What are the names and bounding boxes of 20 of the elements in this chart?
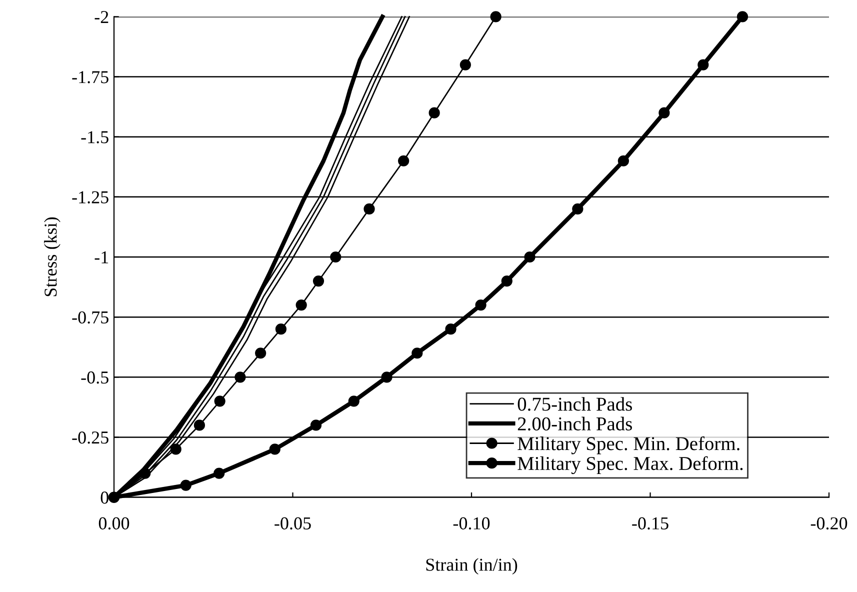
x-tick-label: -0.05 — [274, 517, 311, 530]
x-tick-label: 0.00 — [98, 517, 130, 530]
x-tick-label: -0.10 — [453, 517, 490, 530]
legend-label: 2.00-inch Pads — [518, 416, 632, 431]
y-axis-title: Stress (ksi) — [44, 217, 60, 296]
legend-label: Military Spec. Max. Deform. — [518, 456, 743, 474]
y-tick-label: -1.5 — [81, 131, 108, 144]
x-tick-label: -0.15 — [632, 517, 668, 530]
y-tick-label: -0.75 — [72, 311, 108, 324]
y-tick-label: -1.75 — [72, 71, 108, 84]
y-tick-label: -0.5 — [81, 371, 108, 384]
y-tick-label: -1.25 — [72, 191, 108, 204]
x-tick-label: -0.20 — [810, 517, 848, 530]
y-tick-label: 0 — [100, 492, 108, 504]
y-tick-label: -0.25 — [72, 431, 108, 444]
legend-label: Military Spec. Min. Deform. — [518, 436, 740, 454]
legend-label: 0.75-inch Pads — [518, 397, 632, 411]
y-tick-label: -2 — [94, 11, 108, 23]
y-tick-label: -1 — [94, 251, 108, 264]
x-axis-title: Strain (in/in) — [426, 558, 518, 574]
